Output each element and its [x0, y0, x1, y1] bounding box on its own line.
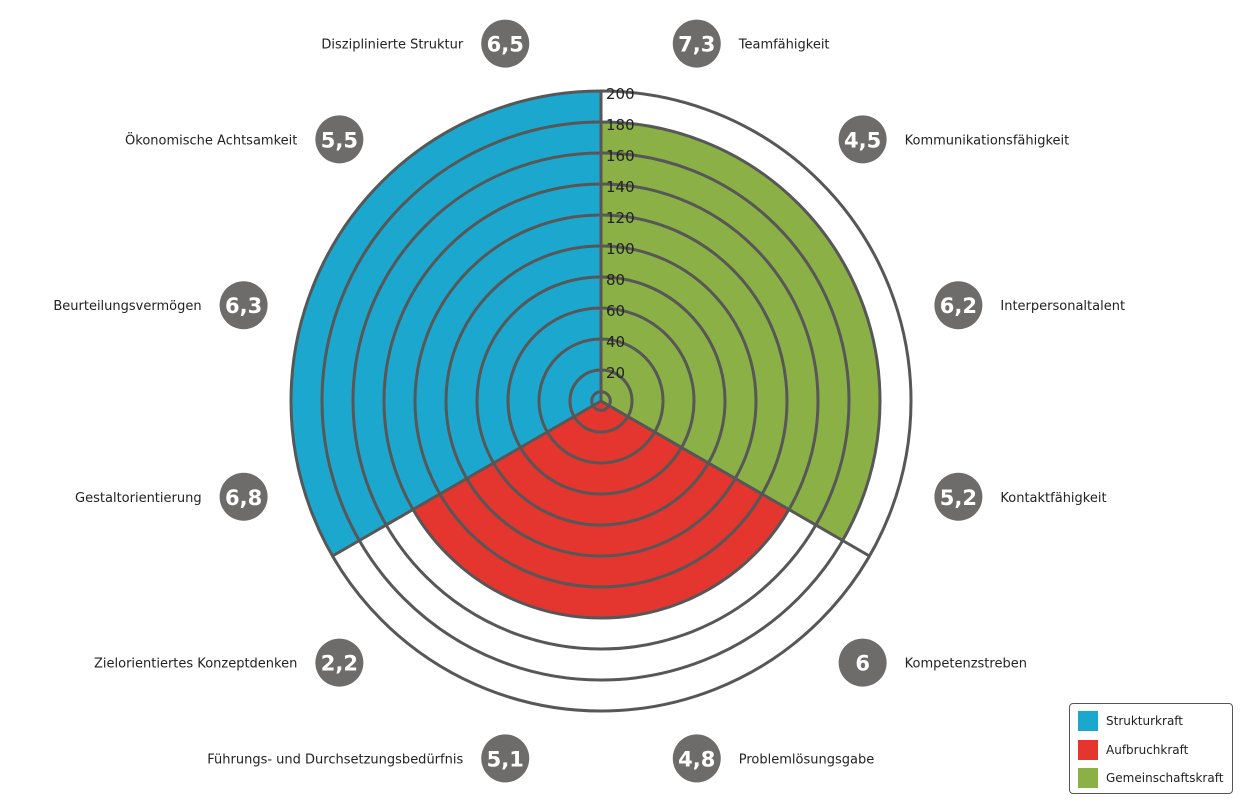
score-value: 5,1: [487, 747, 524, 771]
r-tick-label-60: 60: [606, 302, 625, 320]
score-badge: [315, 115, 364, 164]
score-badge: [219, 281, 268, 330]
category-label: Kommunikationsfähigkeit: [905, 133, 1070, 148]
category-label: Kompetenzstreben: [905, 657, 1027, 672]
category-label: Kontaktfähigkeit: [1000, 491, 1106, 506]
category-label: Disziplinierte Struktur: [321, 38, 464, 53]
r-tick-label-40: 40: [606, 333, 625, 351]
r-tick-label-120: 120: [606, 209, 635, 227]
score-badge: [481, 734, 530, 783]
legend-label-strukturkraft: Strukturkraft: [1106, 714, 1184, 728]
category-kontaktfaehigkeit: 5,2 Kontaktfähigkeit: [934, 472, 1107, 521]
score-badge: [672, 19, 721, 68]
score-value: 6,5: [487, 33, 524, 57]
category-label: Zielorientiertes Konzeptdenken: [94, 657, 297, 672]
score-badge: [934, 281, 983, 330]
category-zielorientiertes-konzeptdenken: 2,2 Zielorientiertes Konzeptdenken: [94, 638, 364, 687]
r-tick-label-200: 200: [606, 85, 635, 103]
r-tick-label-140: 140: [606, 178, 635, 196]
r-tick-label-20: 20: [606, 364, 625, 382]
r-tick-label-100: 100: [606, 240, 635, 258]
score-badge: [672, 734, 721, 783]
r-tick-label-80: 80: [606, 271, 625, 289]
category-interpersonaltalent: 6,2 Interpersonaltalent: [934, 281, 1125, 330]
category-oekonomische-achtsamkeit: 5,5 Ökonomische Achtsamkeit: [125, 115, 364, 164]
category-kommunikationsfaehigkeit: 4,5 Kommunikationsfähigkeit: [838, 115, 1070, 164]
legend-label-aufbruchkraft: Aufbruchkraft: [1106, 743, 1189, 757]
score-value: 7,3: [678, 33, 715, 57]
category-fuehrungs-und-durchsetzungsbeduerfnis: 5,1 Führungs- und Durchsetzungsbedürfnis: [207, 734, 530, 783]
score-value: 6,3: [225, 294, 262, 318]
grid-layer: [289, 89, 913, 713]
category-labels: 7,3 Teamfähigkeit 4,5 Kommunikationsfähigke…: [53, 19, 1125, 783]
score-value: 5,2: [940, 486, 977, 510]
legend-item-strukturkraft: Strukturkraft: [1078, 711, 1183, 731]
legend-item-aufbruchkraft: Aufbruchkraft: [1078, 740, 1188, 760]
category-gestaltorientierung: 6,8 Gestaltorientierung: [75, 472, 268, 521]
sectors-layer: [291, 91, 880, 618]
category-disziplinierte-struktur: 6,5 Disziplinierte Struktur: [321, 19, 530, 68]
spoke-aufbruchkraft: [600, 399, 871, 558]
score-badge: [838, 638, 887, 687]
score-value: 4,8: [678, 747, 715, 771]
score-badge: [315, 638, 364, 687]
score-value: 6: [855, 652, 870, 676]
score-value: 4,5: [844, 128, 881, 152]
r-tick-labels: 20 40 60 80 100 120 140 160 180 200: [606, 85, 635, 382]
legend-swatch-aufbruchkraft: [1078, 740, 1098, 760]
score-value: 5,5: [321, 128, 358, 152]
score-badge: [934, 472, 983, 521]
legend-label-gemeinschaftskraft: Gemeinschaftskraft: [1106, 771, 1224, 785]
legend-swatch-gemeinschaftskraft: [1078, 768, 1098, 788]
score-badge: [481, 19, 530, 68]
score-value: 2,2: [321, 652, 358, 676]
category-label: Interpersonaltalent: [1000, 299, 1125, 314]
category-label: Beurteilungsvermögen: [53, 299, 201, 314]
legend-swatch-strukturkraft: [1078, 711, 1098, 731]
r-tick-label-160: 160: [606, 147, 635, 165]
category-beurteilungsvermoegen: 6,3 Beurteilungsvermögen: [53, 281, 268, 330]
spoke-strukturkraft: [331, 399, 602, 558]
score-value: 6,8: [225, 486, 262, 510]
category-teamfaehigkeit: 7,3 Teamfähigkeit: [672, 19, 830, 68]
score-value: 6,2: [940, 294, 977, 318]
category-label: Gestaltorientierung: [75, 491, 202, 506]
category-label: Führungs- und Durchsetzungsbedürfnis: [207, 752, 463, 767]
category-problemloesungsgabe: 4,8 Problemlösungsgabe: [672, 734, 874, 783]
legend: Strukturkraft Aufbruchkraft Gemeinschaft…: [1069, 703, 1233, 794]
category-label: Problemlösungsgabe: [739, 752, 874, 767]
category-label: Teamfähigkeit: [738, 38, 830, 53]
legend-item-gemeinschaftskraft: Gemeinschaftskraft: [1078, 768, 1223, 788]
r-tick-label-180: 180: [606, 116, 635, 134]
category-label: Ökonomische Achtsamkeit: [125, 131, 297, 148]
category-kompetenzstreben: 6 Kompetenzstreben: [838, 638, 1027, 687]
score-badge: [219, 472, 268, 521]
score-badge: [838, 115, 887, 164]
sector-strukturkraft: [291, 91, 601, 556]
